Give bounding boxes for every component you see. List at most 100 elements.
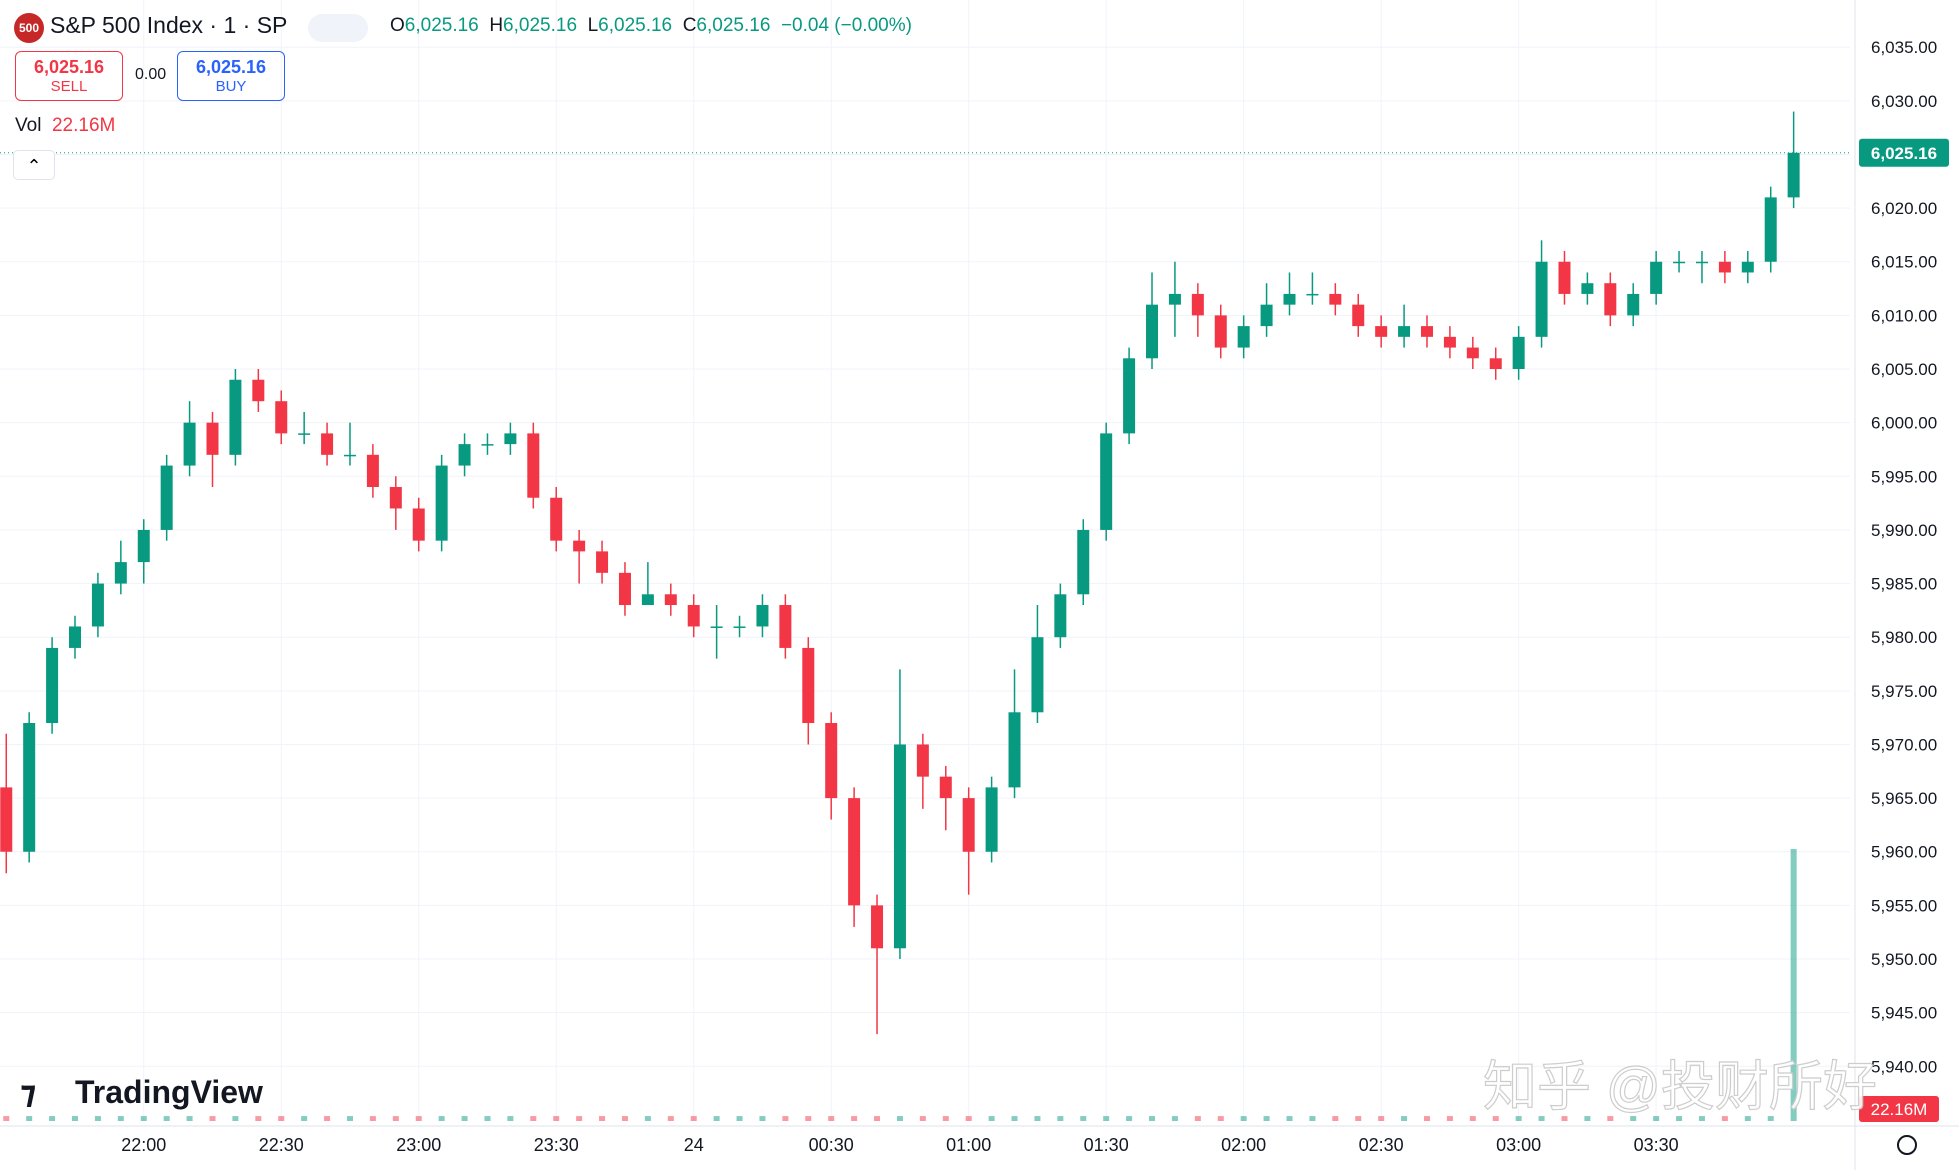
y-tick-label: 5,945.00 — [1871, 1004, 1937, 1023]
candle-body — [1283, 293, 1296, 305]
watermark: 知乎 @投财所好 — [1483, 1057, 1877, 1117]
volume-bar — [1149, 1116, 1156, 1121]
volume-bar — [1217, 1116, 1224, 1121]
candle-body — [687, 605, 700, 627]
volume-bar — [896, 1116, 903, 1121]
volume-bar — [667, 1116, 674, 1121]
volume-bar — [621, 1116, 628, 1121]
candle-body — [435, 465, 448, 541]
volume-bar — [26, 1116, 33, 1121]
c-label: C — [682, 15, 697, 36]
volume-bar — [140, 1116, 147, 1121]
candle-body — [229, 379, 242, 455]
volume-bar — [988, 1116, 995, 1121]
volume-bar — [1378, 1116, 1385, 1121]
volume-bar — [324, 1116, 331, 1121]
volume-bar — [186, 1116, 193, 1121]
volume-bar — [1538, 1116, 1545, 1121]
buy-button[interactable]: 6,025.16 BUY — [177, 51, 285, 101]
candle-body — [893, 744, 906, 949]
y-tick-label: 5,960.00 — [1871, 843, 1937, 862]
volume-bar — [851, 1116, 858, 1121]
volume-bar — [1446, 1116, 1453, 1121]
candle-body — [733, 626, 746, 628]
volume-bar — [72, 1116, 79, 1121]
candle-body — [664, 594, 677, 606]
candle-body — [1695, 261, 1708, 264]
volume-bar — [1676, 1116, 1683, 1121]
candle-body — [1443, 336, 1456, 348]
l-label: L — [587, 15, 599, 36]
candle-body — [1146, 304, 1159, 359]
volume-bar — [49, 1116, 56, 1121]
collapse-button[interactable]: ⌃ — [13, 150, 55, 180]
x-tick-label: 02:30 — [1359, 1135, 1404, 1155]
volume-bar — [1011, 1116, 1018, 1121]
candle-body — [1604, 283, 1617, 316]
x-tick-label: 23:30 — [534, 1135, 579, 1155]
symbol-icon: 500 — [14, 13, 44, 43]
candle-body — [1764, 197, 1777, 262]
y-tick-label: 6,020.00 — [1871, 199, 1937, 218]
volume-bar — [94, 1116, 101, 1121]
x-tick-label: 01:00 — [946, 1135, 991, 1155]
y-tick-label: 5,990.00 — [1871, 521, 1937, 540]
candle-body — [366, 454, 379, 488]
sell-button[interactable]: 6,025.16 SELL — [15, 51, 123, 101]
candle-body — [46, 647, 59, 724]
volume-bar — [828, 1116, 835, 1121]
candle-body — [0, 787, 13, 852]
volume-bar — [759, 1116, 766, 1121]
candle-body — [1558, 261, 1571, 294]
volume-bar — [1263, 1116, 1270, 1121]
candle-body — [1168, 293, 1181, 305]
volume-bar — [415, 1116, 422, 1121]
y-tick-label: 5,995.00 — [1871, 467, 1937, 486]
candle-body — [848, 798, 861, 906]
volume-bar — [1653, 1116, 1660, 1121]
volume-bar — [1767, 1116, 1774, 1121]
candle-body — [825, 723, 838, 799]
volume-bar — [1423, 1116, 1430, 1121]
volume-bar — [942, 1116, 949, 1121]
symbol-title[interactable]: S&P 500 Index · 1 · SP — [50, 12, 288, 38]
volume-bar — [1721, 1116, 1728, 1121]
volume-bar — [965, 1116, 972, 1121]
candle-body — [802, 647, 815, 724]
candle-body — [1191, 293, 1204, 316]
volume-bar — [1744, 1116, 1751, 1121]
volume-bar — [576, 1116, 583, 1121]
flag-toggle[interactable] — [308, 14, 368, 42]
candle-body — [389, 487, 402, 509]
h-value: 6,025.16 — [503, 15, 578, 36]
candle-body — [1054, 594, 1067, 638]
last-price-box — [1859, 138, 1949, 167]
y-tick-label: 6,005.00 — [1871, 360, 1937, 379]
volume-bar — [1286, 1116, 1293, 1121]
candle-body — [1420, 326, 1433, 337]
candle-body — [1718, 261, 1731, 273]
candle-body — [1100, 433, 1113, 530]
candle-body — [1398, 326, 1411, 337]
volume-bar — [117, 1116, 124, 1121]
candle-body — [985, 787, 998, 852]
y-tick-label: 5,980.00 — [1871, 628, 1937, 647]
logo: TradingView — [75, 1074, 263, 1110]
volume-bar — [1469, 1116, 1476, 1121]
candle-body — [1352, 304, 1365, 327]
candle-body — [596, 551, 609, 573]
y-tick-label: 5,955.00 — [1871, 896, 1937, 915]
y-tick-label: 6,015.00 — [1871, 253, 1937, 272]
volume-bar — [1194, 1116, 1201, 1121]
candle-body — [871, 905, 884, 949]
volume-bar — [874, 1116, 881, 1121]
candle-body — [618, 572, 631, 606]
buy-price: 6,025.16 — [195, 57, 267, 77]
candle-body — [962, 798, 975, 852]
candle-body — [183, 422, 196, 466]
volume-bar — [1103, 1116, 1110, 1121]
volume-bar — [209, 1116, 216, 1121]
candle-body — [275, 401, 288, 434]
